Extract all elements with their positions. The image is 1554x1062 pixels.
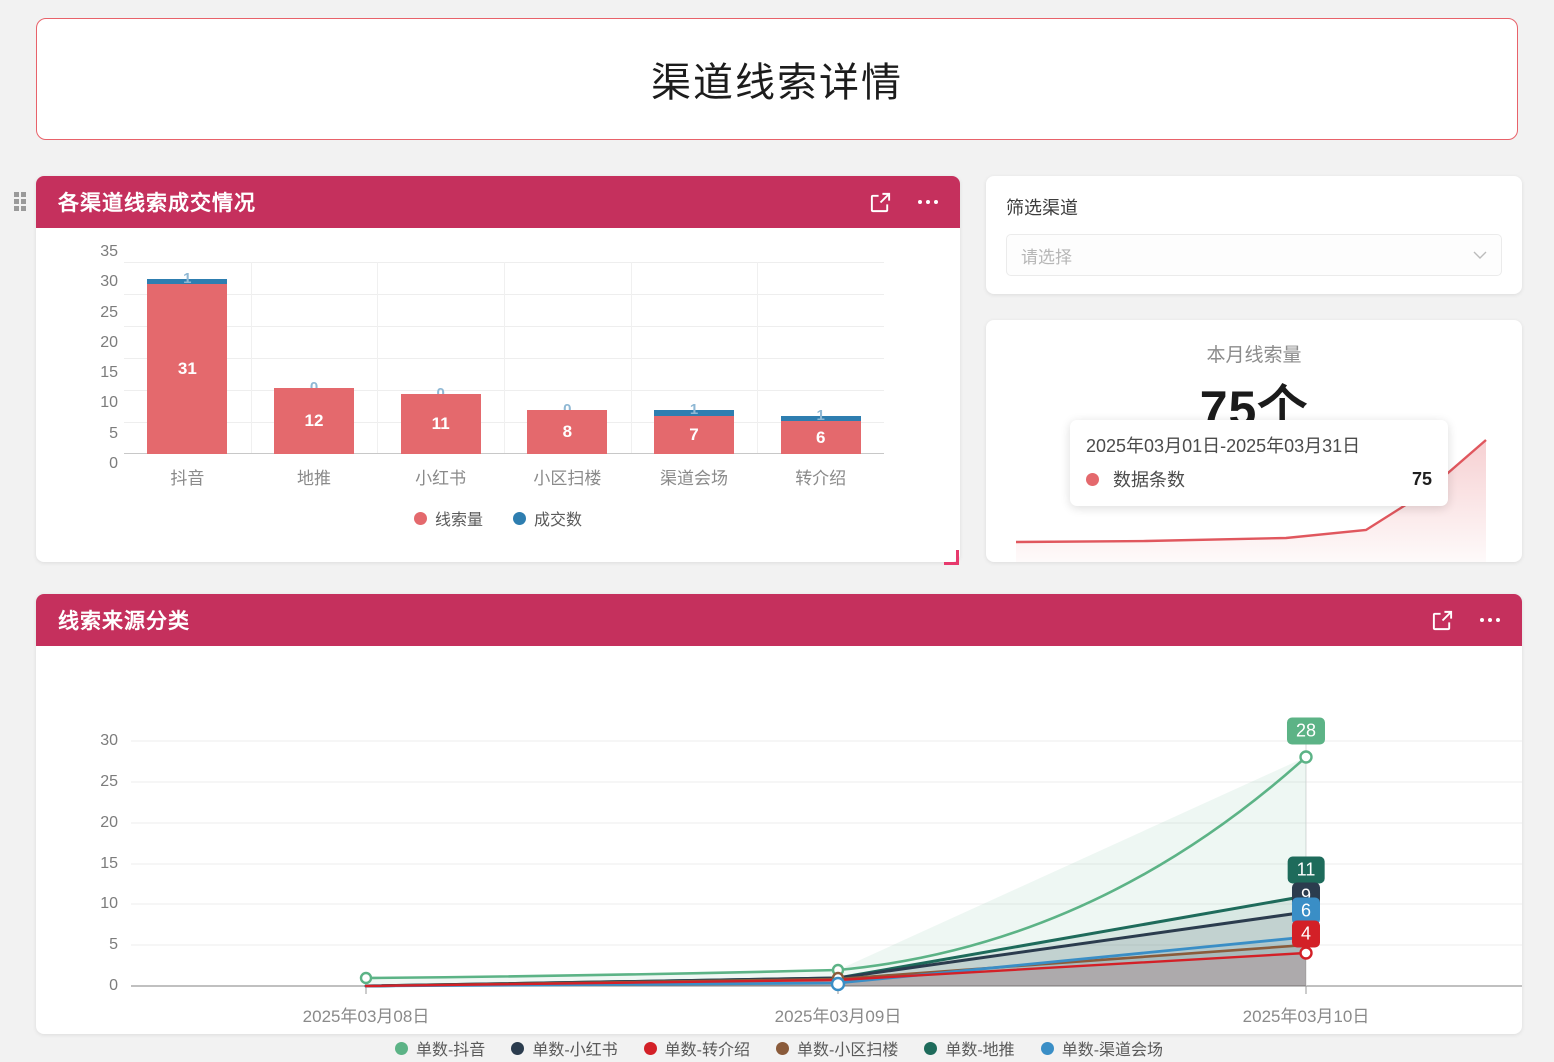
bar-value-lead: 8 xyxy=(562,422,573,441)
legend-dot-icon xyxy=(394,1041,408,1055)
bar-value-lead: 11 xyxy=(431,413,450,433)
bar-x-label: 转介绍 xyxy=(795,469,847,488)
bar-column[interactable]: 0 8 xyxy=(504,262,631,454)
channel-select-value: 请选择 xyxy=(1021,247,1072,267)
bar-chart-plot xyxy=(124,262,884,454)
legend-item-qudaohuichang[interactable]: 单数-渠道会场 xyxy=(1040,1036,1164,1060)
bar-value-deal: 1 xyxy=(689,401,699,419)
legend-dot-icon xyxy=(776,1041,789,1055)
bar-chart-card-header: 各渠道线索成交情况 xyxy=(36,176,960,228)
bar-chart-x-axis: 抖音 地推 小红书 小区扫楼 渠道会场 转介绍 xyxy=(124,464,884,489)
legend-item-xiaohongshu[interactable]: 单数-小红书 xyxy=(511,1036,618,1060)
kpi-tooltip-range: 2025年03月01日-2025年03月31日 xyxy=(1086,436,1361,456)
filter-label: 筛选渠道 xyxy=(1006,198,1078,218)
line-point-label-douyin: 28 xyxy=(1286,717,1326,745)
legend-label: 线索量 xyxy=(434,512,483,529)
bar-column[interactable]: 1 7 xyxy=(631,262,758,454)
legend-label: 成交数 xyxy=(534,512,583,529)
bar-column[interactable]: 1 31 xyxy=(124,262,251,454)
bar-value-deal: 0 xyxy=(563,401,571,418)
external-link-icon[interactable] xyxy=(1431,609,1454,632)
page-title: 渠道线索详情 xyxy=(651,61,903,105)
legend-item-douyin[interactable]: 单数-抖音 xyxy=(394,1036,486,1060)
legend-item-deal-count[interactable]: 成交数 xyxy=(513,506,582,530)
legend-dot-icon xyxy=(643,1041,657,1055)
drag-handle-icon[interactable] xyxy=(14,192,28,212)
legend-dot-icon xyxy=(413,511,427,525)
legend-label: 单数-地推 xyxy=(945,1042,1015,1059)
line-chart-card-header: 线索来源分类 xyxy=(36,594,1522,646)
line-point-label-zhuanjieshao: 4 xyxy=(1291,920,1321,948)
bar-chart-bars: 1 31 0 12 0 xyxy=(124,262,884,454)
legend-dot-icon xyxy=(511,1041,525,1055)
page-title-card: 渠道线索详情 xyxy=(36,18,1518,140)
legend-item-ditui[interactable]: 单数-地推 xyxy=(924,1036,1015,1060)
legend-item-xiaoqusaolou[interactable]: 单数-小区扫楼 xyxy=(776,1036,898,1060)
legend-dot-icon xyxy=(513,511,526,525)
kpi-tooltip-series-name: 数据条数 xyxy=(1113,470,1185,490)
kpi-card: 本月线索量 75个 2025年03月01日-2025年03月31日 数据条数 7… xyxy=(986,320,1522,562)
bar-chart: 35 30 25 20 15 10 5 0 xyxy=(36,228,960,562)
bar-column[interactable]: 0 12 xyxy=(251,262,378,454)
legend-label: 单数-小区扫楼 xyxy=(797,1042,899,1059)
bar-x-label: 地推 xyxy=(297,469,331,488)
bar-chart-y-axis: 35 30 25 20 15 10 5 0 xyxy=(100,243,118,472)
line-chart-card: 线索来源分类 30 25 20 15 10 5 0 xyxy=(36,594,1522,1059)
bar-chart-card-title: 各渠道线索成交情况 xyxy=(58,192,256,215)
bar-x-label: 小红书 xyxy=(415,469,467,488)
bar-column[interactable]: 1 6 xyxy=(757,262,884,454)
bar-value-deal: 1 xyxy=(183,269,192,287)
bar-chart-legend: 线索量 成交数 xyxy=(36,506,960,530)
kpi-label: 本月线索量 xyxy=(1206,345,1302,366)
legend-item-lead-count[interactable]: 线索量 xyxy=(413,506,483,530)
bar-value-deal: 0 xyxy=(437,385,445,402)
chevron-down-icon xyxy=(1473,251,1487,259)
bar-value-lead: 12 xyxy=(304,411,324,430)
legend-label: 单数-小红书 xyxy=(532,1042,618,1059)
resize-handle-icon[interactable] xyxy=(944,550,959,565)
ellipsis-icon[interactable] xyxy=(918,200,938,204)
legend-label: 单数-转介绍 xyxy=(664,1042,750,1059)
line-point-label-ditui: 11 xyxy=(1287,856,1325,884)
legend-label: 单数-渠道会场 xyxy=(1061,1042,1164,1059)
line-point-label-qudaohuichang: 6 xyxy=(1291,897,1321,925)
filter-card: 筛选渠道 请选择 xyxy=(986,176,1522,294)
line-chart-y-axis: 30 25 20 15 10 5 0 xyxy=(100,732,118,994)
kpi-tooltip: 2025年03月01日-2025年03月31日 数据条数 75 xyxy=(1070,420,1448,506)
kpi-tooltip-series-value: 75 xyxy=(1411,468,1432,489)
bar-value-deal: 0 xyxy=(310,379,318,396)
bar-x-label: 渠道会场 xyxy=(660,469,729,488)
bar-x-label: 抖音 xyxy=(170,469,205,488)
line-chart-legend: 单数-抖音 单数-小红书 单数-转介绍 单数-小区扫楼 单数-地推 xyxy=(36,1036,1522,1060)
legend-label: 单数-抖音 xyxy=(415,1042,486,1059)
legend-item-zhuanjieshao[interactable]: 单数-转介绍 xyxy=(643,1036,750,1060)
bar-value-lead: 6 xyxy=(815,427,826,447)
line-chart-card-title: 线索来源分类 xyxy=(58,610,190,633)
line-chart-plot xyxy=(131,740,1522,994)
ellipsis-icon[interactable] xyxy=(1480,618,1500,622)
bar-value-deal: 1 xyxy=(816,406,825,424)
bar-x-label: 小区扫楼 xyxy=(533,469,602,488)
bar-column[interactable]: 0 11 xyxy=(377,262,504,454)
bar-value-lead: 7 xyxy=(689,424,699,444)
channel-select[interactable]: 请选择 xyxy=(1006,234,1502,276)
legend-dot-icon xyxy=(1040,1041,1054,1055)
external-link-icon[interactable] xyxy=(869,191,892,214)
kpi-tooltip-dot-icon xyxy=(1086,472,1099,486)
bar-value-lead: 31 xyxy=(177,359,197,378)
line-chart: 30 25 20 15 10 5 0 xyxy=(36,646,1522,1059)
bar-chart-card: 各渠道线索成交情况 35 30 25 20 15 10 5 xyxy=(36,176,960,562)
legend-dot-icon xyxy=(924,1041,938,1055)
